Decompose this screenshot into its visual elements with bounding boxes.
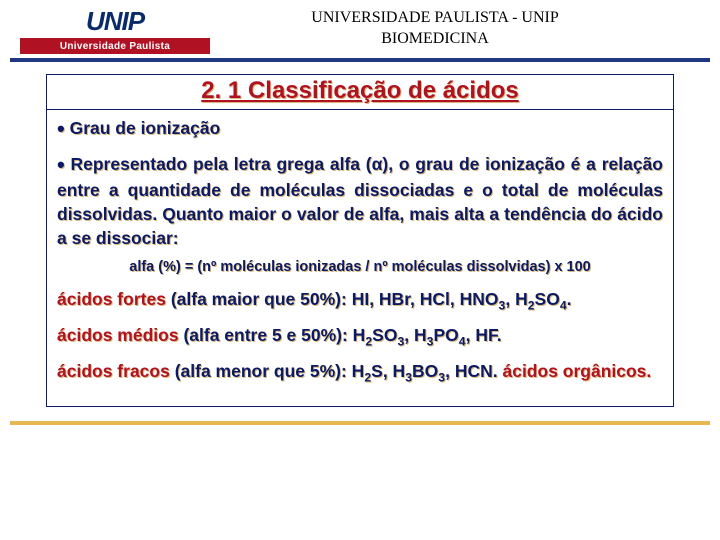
weak-desc: (alfa menor que 5%): H — [175, 361, 365, 381]
divider-bottom — [10, 421, 710, 425]
bullet-text-1: Grau de ionização — [70, 118, 221, 138]
logo: UNIP Universidade Paulista — [20, 4, 210, 54]
weak-tail-label: ácidos orgânicos. — [502, 361, 651, 381]
formula-line: alfa (%) = (nº moléculas ionizadas / nº … — [57, 258, 663, 278]
slide-header: UNIP Universidade Paulista UNIVERSIDADE … — [0, 0, 720, 56]
content-box: • Grau de ionização • Representado pela … — [46, 110, 674, 407]
strong-label: ácidos fortes — [57, 289, 166, 309]
paragraph: • Representado pela letra grega alfa (α)… — [57, 150, 663, 251]
header-text: UNIVERSIDADE PAULISTA - UNIP BIOMEDICINA — [230, 8, 700, 50]
slide-title: 2. 1 Classificação de ácidos — [201, 77, 519, 104]
bullet-icon: • — [57, 152, 65, 177]
institution-name: UNIVERSIDADE PAULISTA - UNIP — [311, 9, 558, 26]
weak-label: ácidos fracos — [57, 361, 170, 381]
medium-acids-line: ácidos médios (alfa entre 5 e 50%): H2SO… — [57, 324, 663, 350]
title-box: 2. 1 Classificação de ácidos — [46, 74, 674, 110]
logo-wordmark: UNIP — [20, 4, 210, 38]
medium-label: ácidos médios — [57, 325, 179, 345]
bullet-line-1: • Grau de ionização — [57, 114, 663, 144]
paragraph-lead: Representado pela letra grega alfa (α), … — [70, 154, 595, 174]
course-name: BIOMEDICINA — [381, 30, 489, 47]
logo-subtitle: Universidade Paulista — [20, 38, 210, 54]
medium-desc: (alfa entre 5 e 50%): H — [183, 325, 365, 345]
bullet-icon: • — [57, 116, 65, 141]
divider-top — [10, 58, 710, 62]
strong-desc: (alfa maior que 50%): HI, HBr, HCl, HNO — [171, 289, 499, 309]
weak-acids-line: ácidos fracos (alfa menor que 5%): H2S, … — [57, 360, 663, 386]
strong-acids-line: ácidos fortes (alfa maior que 50%): HI, … — [57, 288, 663, 314]
